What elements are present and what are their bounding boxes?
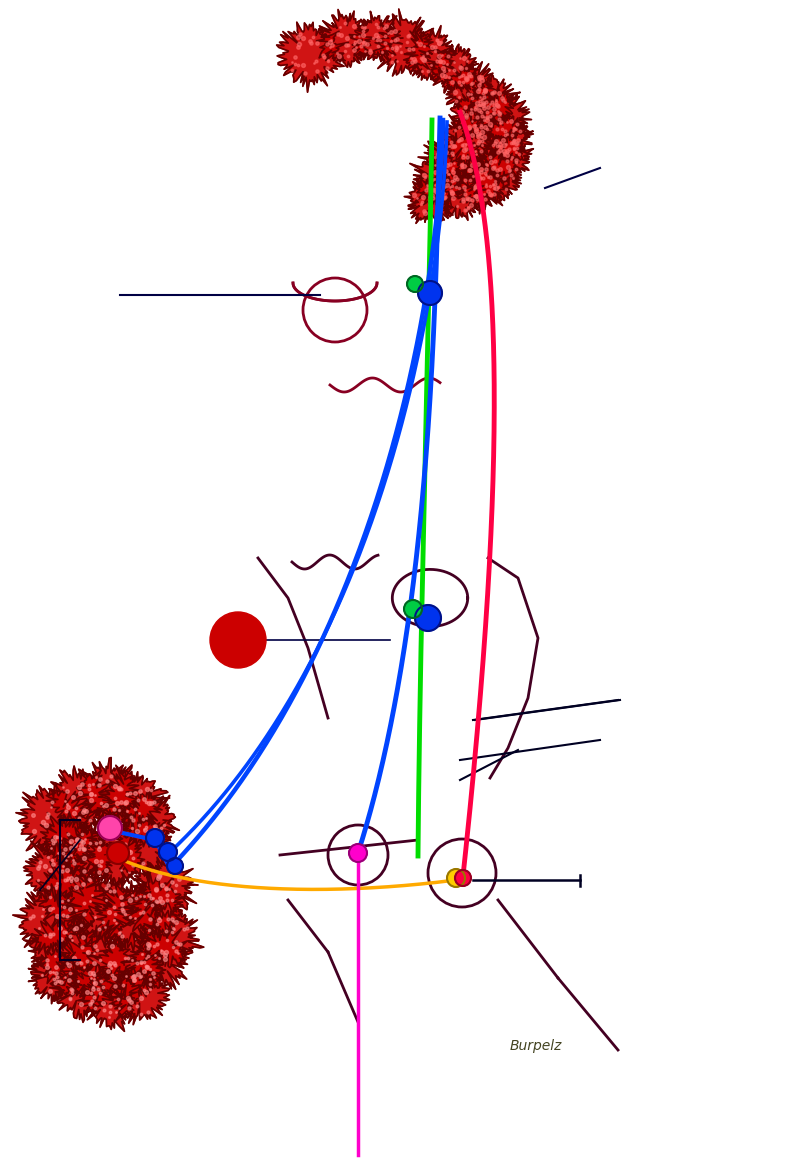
Polygon shape xyxy=(137,908,204,968)
Polygon shape xyxy=(46,766,114,832)
Polygon shape xyxy=(100,765,169,834)
Polygon shape xyxy=(51,920,132,1002)
Polygon shape xyxy=(50,961,113,1022)
Polygon shape xyxy=(439,108,495,166)
Polygon shape xyxy=(106,810,171,879)
Polygon shape xyxy=(96,881,165,952)
Polygon shape xyxy=(40,812,99,867)
Circle shape xyxy=(446,870,464,887)
Polygon shape xyxy=(74,758,141,830)
Polygon shape xyxy=(134,853,198,915)
Circle shape xyxy=(454,870,471,886)
Polygon shape xyxy=(94,933,165,1005)
Polygon shape xyxy=(462,143,521,204)
Polygon shape xyxy=(474,87,531,147)
Polygon shape xyxy=(13,884,88,954)
Circle shape xyxy=(107,842,128,864)
Polygon shape xyxy=(418,127,486,189)
Polygon shape xyxy=(28,947,83,1003)
Polygon shape xyxy=(373,9,437,76)
Polygon shape xyxy=(451,156,507,214)
Polygon shape xyxy=(403,26,457,81)
Text: Burpelz: Burpelz xyxy=(509,1039,561,1053)
Polygon shape xyxy=(428,45,479,93)
Circle shape xyxy=(414,605,441,631)
Polygon shape xyxy=(123,866,185,944)
Polygon shape xyxy=(124,925,193,989)
Polygon shape xyxy=(482,114,532,165)
Circle shape xyxy=(146,830,164,847)
Polygon shape xyxy=(118,787,179,847)
Circle shape xyxy=(210,612,266,669)
Polygon shape xyxy=(434,169,485,220)
Polygon shape xyxy=(23,909,109,986)
Circle shape xyxy=(167,858,183,874)
Circle shape xyxy=(159,842,177,861)
Polygon shape xyxy=(276,22,348,93)
Polygon shape xyxy=(109,968,169,1025)
Polygon shape xyxy=(349,12,402,62)
Circle shape xyxy=(349,844,366,862)
Polygon shape xyxy=(35,859,112,932)
Circle shape xyxy=(406,276,422,293)
Polygon shape xyxy=(404,175,453,223)
Circle shape xyxy=(98,815,122,840)
Polygon shape xyxy=(23,837,89,907)
Polygon shape xyxy=(476,130,532,194)
Circle shape xyxy=(418,281,442,306)
Polygon shape xyxy=(316,9,373,67)
Polygon shape xyxy=(60,871,142,951)
Polygon shape xyxy=(82,828,145,888)
Polygon shape xyxy=(410,154,465,209)
Circle shape xyxy=(403,600,422,618)
Polygon shape xyxy=(450,90,498,142)
Polygon shape xyxy=(444,60,498,121)
Polygon shape xyxy=(466,74,520,126)
Polygon shape xyxy=(16,785,94,857)
Polygon shape xyxy=(78,966,143,1032)
Polygon shape xyxy=(59,822,122,885)
